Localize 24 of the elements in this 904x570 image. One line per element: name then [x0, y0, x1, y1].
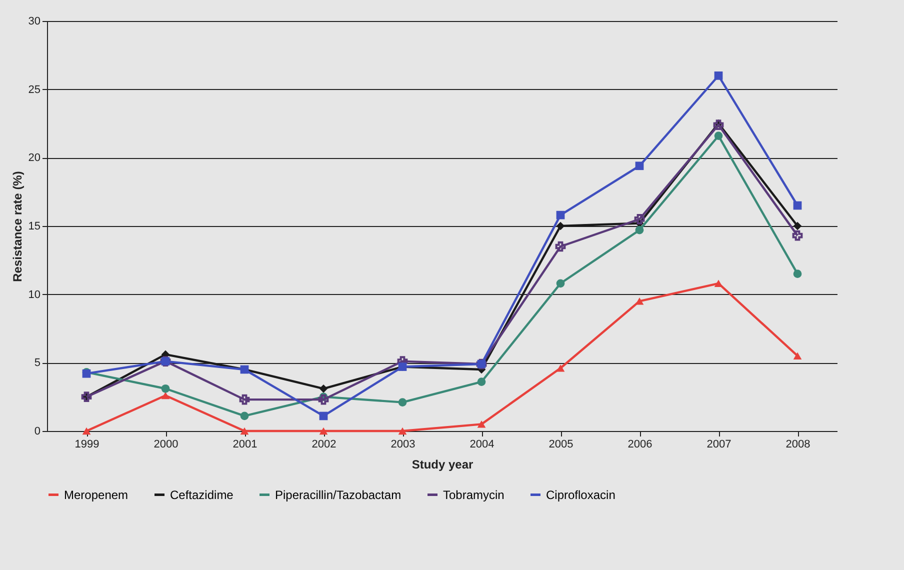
- x-tick-label: 2003: [390, 438, 416, 450]
- x-axis-title: Study year: [412, 458, 474, 472]
- legend-label: Ceftazidime: [170, 488, 234, 502]
- y-tick-label: 5: [34, 357, 40, 370]
- legend-label: Meropenem: [64, 488, 128, 502]
- y-axis-title: Resistance rate (%): [10, 171, 24, 282]
- x-tick-label: 2001: [232, 438, 258, 450]
- y-tick-label: 10: [28, 288, 40, 301]
- x-tick-label: 2005: [548, 438, 574, 450]
- y-tick-label: 25: [28, 84, 40, 96]
- y-tick-label: 30: [28, 16, 40, 28]
- y-tick-label: 20: [28, 152, 40, 164]
- x-tick-label: 2006: [628, 438, 652, 450]
- x-tick-label: 1999: [74, 438, 100, 450]
- x-tick-label: 2007: [706, 438, 732, 450]
- legend-label: Ciprofloxacin: [546, 488, 616, 502]
- x-tick-label: 2008: [786, 438, 810, 450]
- x-tick-label: 2004: [470, 438, 494, 450]
- y-tick-label: 0: [34, 426, 40, 438]
- x-tick-label: 2000: [154, 438, 178, 450]
- y-tick-label: 15: [28, 220, 40, 232]
- legend-label: Piperacillin/Tazobactam: [275, 488, 402, 502]
- legend-label: Tobramycin: [443, 488, 504, 502]
- x-tick-label: 2002: [312, 438, 336, 450]
